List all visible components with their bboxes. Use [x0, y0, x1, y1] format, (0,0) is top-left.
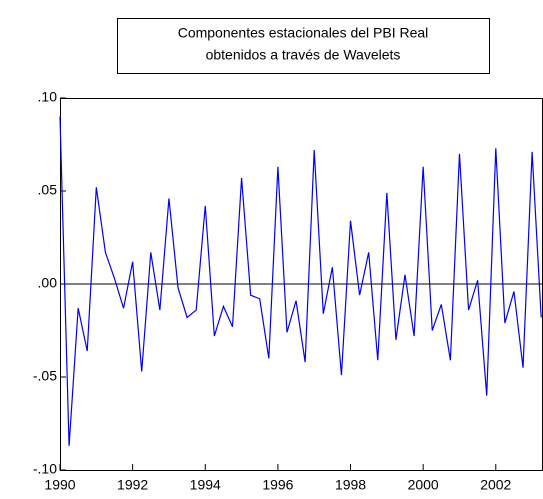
- x-tick-label: 1992: [117, 477, 148, 493]
- x-tick-label: 1998: [335, 477, 366, 493]
- chart-title: obtenidos a través de Wavelets: [206, 47, 401, 63]
- y-tick-label: .00: [38, 275, 58, 291]
- y-tick-label: .05: [38, 182, 58, 198]
- data-line: [59, 116, 542, 446]
- y-tick-label: -.10: [33, 461, 57, 477]
- x-tick-label: 1996: [262, 477, 293, 493]
- chart-title: Componentes estacionales del PBI Real: [178, 25, 429, 41]
- title-box: [117, 18, 490, 74]
- x-tick-label: 1990: [44, 477, 75, 493]
- x-tick-label: 2000: [408, 477, 439, 493]
- x-tick-label: 2002: [480, 477, 511, 493]
- x-tick-label: 1994: [190, 477, 221, 493]
- y-tick-label: .10: [38, 89, 58, 105]
- y-tick-label: -.05: [33, 368, 57, 384]
